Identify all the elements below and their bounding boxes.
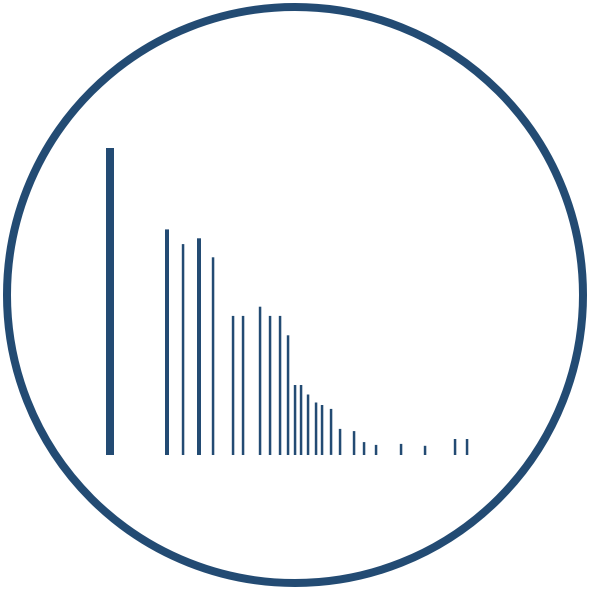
spectrum-bar bbox=[211, 257, 215, 455]
spectrum-bar bbox=[338, 428, 342, 455]
spectrum-bar bbox=[299, 385, 303, 455]
spectrum-bar bbox=[286, 335, 290, 455]
spectrum-bar bbox=[106, 148, 114, 455]
spectrum-bar bbox=[329, 408, 333, 455]
spectrum-bar bbox=[278, 315, 282, 455]
spectrum-bar bbox=[320, 405, 324, 455]
spectrum-bar bbox=[293, 385, 297, 455]
spectrum-bar bbox=[465, 439, 469, 455]
spectrum-bar bbox=[374, 444, 378, 455]
spectrum-bar bbox=[268, 315, 272, 455]
spectrum-bar bbox=[306, 394, 310, 455]
spectrum-bar bbox=[165, 229, 169, 455]
spectrum-bar bbox=[314, 402, 318, 455]
spectrum-bar bbox=[258, 306, 262, 455]
spectrum-bar bbox=[423, 445, 427, 455]
spectrum-bar bbox=[181, 244, 185, 455]
spectrum-bar bbox=[453, 439, 457, 455]
spectrum-bar bbox=[399, 443, 403, 455]
ring-outline bbox=[3, 3, 587, 587]
spectrum-bar bbox=[241, 315, 245, 455]
spectrum-bar bbox=[197, 238, 201, 455]
spectrum-bar bbox=[362, 442, 366, 455]
spectrum-bar bbox=[352, 431, 356, 455]
spectrum-bar bbox=[231, 315, 235, 455]
bar-spectrum-icon bbox=[106, 148, 469, 455]
